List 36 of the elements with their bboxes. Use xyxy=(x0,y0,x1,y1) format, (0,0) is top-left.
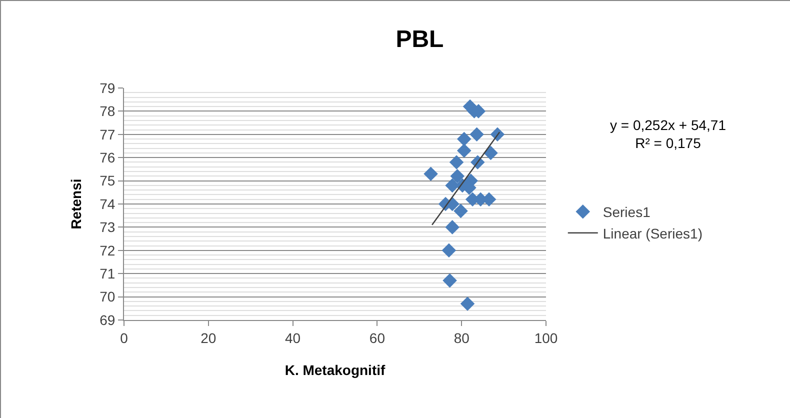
x-tick-label: 20 xyxy=(200,330,216,346)
point xyxy=(442,273,457,288)
y-tick-label: 79 xyxy=(100,80,116,96)
x-tick-label: 40 xyxy=(285,330,301,346)
x-axis-title: K. Metakognitif xyxy=(284,362,386,378)
y-tick-label: 73 xyxy=(100,219,116,236)
y-tick-label: 75 xyxy=(100,172,116,189)
y-tick-label: 78 xyxy=(100,103,116,120)
y-tick-label: 72 xyxy=(100,242,116,258)
point xyxy=(445,220,460,234)
x-tick-label: 80 xyxy=(454,330,470,346)
point xyxy=(484,146,498,160)
x-tick-label: 0 xyxy=(120,330,128,346)
chart-title: PBL xyxy=(396,26,444,54)
x-tick-label: 60 xyxy=(369,330,386,346)
point xyxy=(470,127,484,142)
legend-label: Series1 xyxy=(602,204,651,220)
y-axis-title: Retensi xyxy=(68,178,84,230)
y-tick-label: 71 xyxy=(100,266,116,282)
point xyxy=(442,243,456,258)
y-tick-label: 77 xyxy=(100,126,116,142)
point xyxy=(449,155,464,170)
point xyxy=(450,169,465,184)
y-tick-label: 69 xyxy=(100,312,116,328)
point xyxy=(456,132,472,146)
point xyxy=(460,296,475,311)
text: y = 0,252x + 54,71 R² = 0,175 xyxy=(610,117,726,152)
point xyxy=(456,143,472,158)
point xyxy=(445,178,460,193)
y-tick-label: 76 xyxy=(100,150,116,166)
x-tick-label: 100 xyxy=(534,330,558,346)
point xyxy=(424,166,438,181)
point xyxy=(454,204,468,218)
legend-label: Linear (Series1) xyxy=(602,225,702,242)
y-tick-label: 70 xyxy=(100,288,116,305)
y-tick-label: 74 xyxy=(100,196,116,212)
